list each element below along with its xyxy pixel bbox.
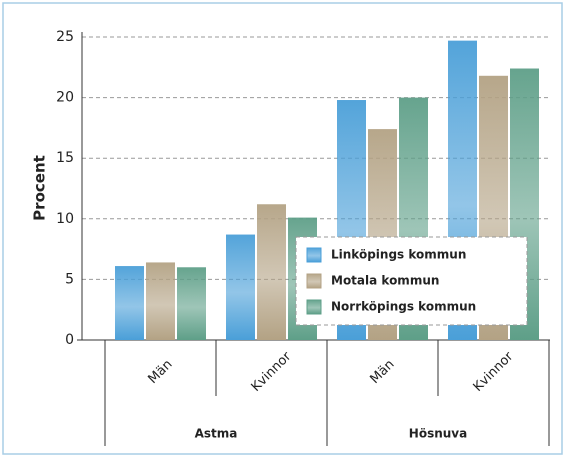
y-tick-label: 10 bbox=[56, 211, 74, 227]
legend-swatch bbox=[306, 273, 322, 289]
legend-label: Norrköpings kommun bbox=[331, 300, 476, 314]
y-tick-label: 25 bbox=[56, 29, 74, 45]
bar bbox=[257, 204, 286, 340]
bar bbox=[226, 234, 255, 340]
y-tick-label: 15 bbox=[56, 150, 74, 166]
legend-swatch bbox=[306, 299, 322, 315]
bar bbox=[177, 267, 206, 340]
y-tick-label: 0 bbox=[65, 332, 74, 348]
legend-box bbox=[295, 236, 528, 326]
bar bbox=[115, 266, 144, 340]
bar bbox=[146, 262, 175, 340]
y-tick-label: 5 bbox=[65, 271, 74, 287]
group-label: Astma bbox=[195, 427, 238, 441]
group-label: Hösnuva bbox=[409, 427, 467, 441]
legend-label: Motala kommun bbox=[331, 274, 439, 288]
legend-label: Linköpings kommun bbox=[331, 248, 466, 262]
legend-swatch bbox=[306, 247, 322, 263]
y-axis-label: Procent bbox=[31, 155, 49, 221]
y-tick-label: 20 bbox=[56, 90, 74, 106]
